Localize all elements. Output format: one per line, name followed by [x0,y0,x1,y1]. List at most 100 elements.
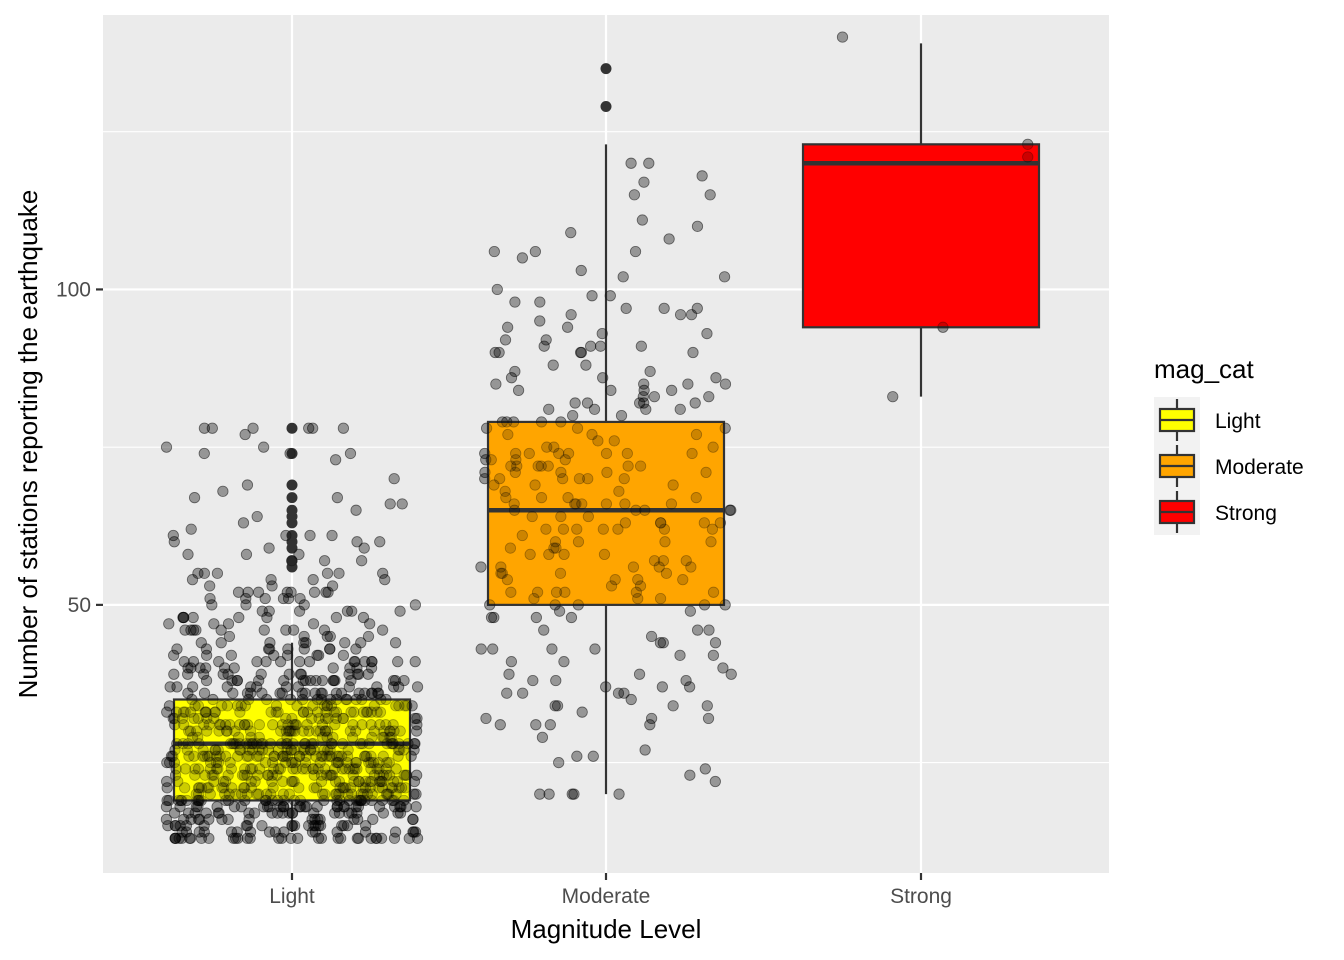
data-point [198,567,210,579]
data-point [409,656,421,668]
data-point [306,712,318,725]
data-point [535,492,548,504]
data-point [278,801,290,813]
data-point [182,687,194,699]
data-point [387,775,400,788]
data-point [501,574,513,586]
data-point [243,750,255,762]
data-point [346,605,358,617]
data-point [503,668,515,680]
data-point [569,397,581,409]
data-point [193,826,205,838]
data-point [355,794,368,807]
data-point [636,214,648,226]
data-point [171,643,183,655]
data-point [204,580,216,592]
data-point [565,309,577,321]
data-point [182,548,194,561]
data-point [264,643,276,655]
data-point [216,782,228,794]
data-point [372,687,385,699]
data-point [538,340,550,352]
data-point [167,529,179,542]
data-point [269,826,281,838]
data-point [162,820,174,832]
data-point [200,706,212,718]
data-point [310,782,323,794]
data-point [351,832,363,844]
data-point [201,725,213,737]
data-point [356,693,368,706]
data-point [485,611,498,624]
data-point [255,668,267,680]
data-point [357,782,369,794]
data-point [184,832,197,844]
data-point [512,384,525,396]
data-point [542,460,554,472]
data-point [680,674,692,687]
data-point [349,656,361,668]
data-point [188,712,200,725]
data-point [493,346,505,359]
data-point [188,492,201,504]
data-point [395,801,407,813]
data-point [344,662,356,674]
data-point [293,801,305,813]
data-point [200,662,212,674]
data-point [283,807,295,819]
data-point [299,756,311,769]
data-point [359,656,371,668]
data-point [258,801,270,813]
data-point [182,687,194,699]
data-point [303,820,315,832]
data-point [343,794,355,807]
data-point [307,700,319,712]
data-point [357,706,370,718]
data-point [313,820,325,832]
data-point [198,567,210,579]
data-point [318,555,331,567]
data-point [330,454,342,466]
data-point [388,725,400,737]
data-point [264,643,276,655]
outlier-point [286,492,298,504]
data-point [214,750,226,762]
data-point [571,422,584,434]
data-point [251,656,263,668]
data-point [398,674,410,687]
data-point [190,788,202,800]
data-point [691,624,704,636]
data-point [408,826,420,838]
data-point [297,763,309,775]
data-point [297,706,310,718]
data-point [407,813,419,825]
data-point [164,756,176,769]
data-point [571,750,583,762]
data-point [410,801,422,813]
data-point [366,687,378,699]
data-point [508,416,520,428]
data-point [505,460,517,472]
data-point [278,826,290,838]
data-point [385,782,397,794]
data-point [262,744,275,756]
data-point [667,700,679,712]
data-point [198,826,210,838]
data-point [586,290,598,302]
data-point [388,681,400,693]
data-point [228,801,241,813]
data-point [680,674,692,687]
data-point [307,618,320,630]
data-point [329,763,341,775]
data-point [268,649,280,661]
data-point [297,744,309,756]
data-point [330,611,343,624]
data-point [280,725,292,737]
data-point [244,725,257,737]
data-point [328,674,340,687]
data-point [724,504,736,516]
data-point [210,750,223,762]
data-point [325,693,337,706]
data-point [381,738,393,750]
